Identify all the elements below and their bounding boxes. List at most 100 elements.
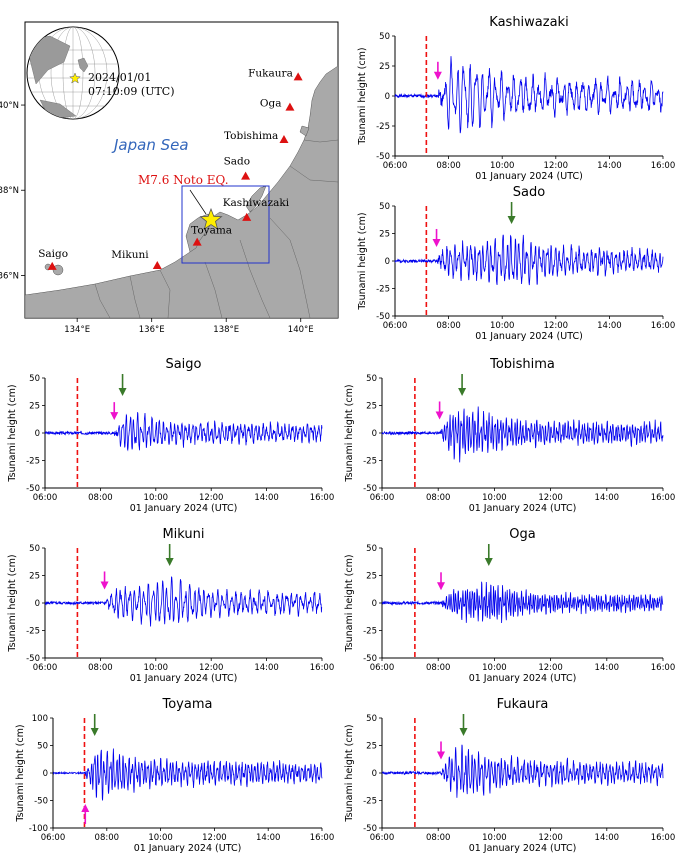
oki-island [52,264,64,276]
waveform-oga [381,581,664,624]
x-tick-label-toyama: 14:00 [256,833,281,843]
max-arrowhead-oga [484,558,493,566]
x-tick-label-saigo: 12:00 [199,493,224,503]
y-axis-label-tobishima: Tsunami height (cm) [344,384,355,482]
station-label-fukaura: Fukaura [248,67,293,79]
x-tick-label-saigo: 14:00 [254,493,279,503]
station-marker-fukaura [293,72,303,81]
y-tick-label-oga: -50 [363,654,377,664]
y-tick-label-kashiwazaki: -25 [376,122,390,132]
y-tick-label-saigo: 25 [29,402,40,412]
y-tick-label-saigo: 0 [35,429,40,439]
station-marker-tobishima [279,134,289,143]
max-arrowhead-fukaura [459,728,468,736]
x-tick-label-oga: 14:00 [595,663,620,673]
max-arrowhead-sado [507,216,516,224]
chart-saigo: Saigo -50 -25 0 25 50 06:00 08:00 10:00 12:00 14:0… [7,357,334,514]
chart-mikuni: Mikuni -50 -25 0 25 50 06:00 08:00 10:00 12:00 14:… [7,527,334,684]
waveform-sado [394,234,664,286]
waveform-kashiwazaki [394,56,664,134]
station-label-sado: Sado [224,156,251,168]
x-tick-label-toyama: 10:00 [148,833,173,843]
x-axis-label-toyama: 01 January 2024 (UTC) [134,843,242,854]
x-tick-label-mikuni: 14:00 [254,663,279,673]
lon-tick-label: 134°E [64,325,90,335]
station-marker-kashiwazaki [242,212,252,221]
chart-title-fukaura: Fukaura [497,697,549,712]
station-marker-saigo [47,261,57,270]
x-tick-label-fukaura: 16:00 [651,833,676,843]
y-tick-label-mikuni: -50 [26,654,40,664]
y-tick-label-mikuni: -25 [26,627,40,637]
station-marker-toyama [192,237,202,246]
y-axis-label-mikuni: Tsunami height (cm) [7,554,18,652]
y-tick-label-kashiwazaki: -50 [376,152,390,162]
chart-title-oga: Oga [509,527,535,542]
chart-title-kashiwazaki: Kashiwazaki [489,15,568,30]
x-tick-label-toyama: 06:00 [41,833,66,843]
globe-time: 07:10:09 (UTC) [88,85,175,98]
x-tick-label-kashiwazaki: 12:00 [544,161,569,171]
chart-toyama: Toyama -100 -50 0 50 100 06:00 08:00 10:00 12:00 1… [15,697,334,854]
waveform-tobishima [381,406,664,463]
x-tick-label-saigo: 08:00 [88,493,113,503]
y-tick-label-tobishima: 25 [366,402,377,412]
lon-tick-label: 140°E [288,325,314,335]
first-arrival-arrowhead-tobishima [435,411,444,420]
x-tick-label-sado: 14:00 [597,321,622,331]
station-label-oga: Oga [260,98,282,110]
x-tick-label-kashiwazaki: 08:00 [436,161,461,171]
x-axis-label-mikuni: 01 January 2024 (UTC) [130,673,238,684]
y-axis-label-oga: Tsunami height (cm) [344,554,355,652]
x-axis-label-saigo: 01 January 2024 (UTC) [130,503,238,514]
station-marker-oga [285,102,295,111]
y-tick-label-kashiwazaki: 0 [385,92,390,102]
y-tick-label-sado: 50 [379,202,390,212]
x-tick-label-toyama: 12:00 [202,833,227,843]
x-tick-label-saigo: 10:00 [144,493,169,503]
honshu-landmass [25,65,338,318]
x-tick-label-mikuni: 06:00 [33,663,58,673]
x-tick-label-tobishima: 14:00 [595,493,620,503]
first-arrival-arrowhead-fukaura [437,751,446,760]
chart-title-mikuni: Mikuni [162,527,204,542]
max-arrowhead-toyama [90,728,99,736]
y-tick-label-oga: -25 [363,627,377,637]
chart-fukaura: Fukaura -50 -25 0 25 50 06:00 08:00 10:00 12:00 14… [344,697,675,854]
lat-tick-label: 38°N [0,186,19,196]
chart-kashiwazaki: Kashiwazaki -50 -25 0 25 50 06:00 08:00 10:00 12:… [357,15,675,182]
x-tick-label-mikuni: 16:00 [310,663,335,673]
station-label-toyama: Toyama [191,225,232,237]
x-axis-label-sado: 01 January 2024 (UTC) [475,331,583,342]
y-tick-label-toyama: -50 [34,797,48,807]
map-stations: Fukaura Oga Tobishima Sado Kashiwazaki Toyama… [38,67,303,270]
y-tick-label-mikuni: 50 [29,544,40,554]
first-arrival-arrowhead-toyama [81,804,90,812]
y-tick-label-tobishima: -25 [363,457,377,467]
waveform-toyama [52,748,323,801]
y-tick-label-oga: 50 [366,544,377,554]
x-tick-label-tobishima: 08:00 [426,493,451,503]
y-tick-label-saigo: -25 [26,457,40,467]
y-tick-label-kashiwazaki: 25 [379,62,390,72]
y-tick-label-sado: 0 [385,257,390,267]
y-axis-label-kashiwazaki: Tsunami height (cm) [357,47,368,145]
y-tick-label-kashiwazaki: 50 [379,32,390,42]
station-marker-mikuni [152,261,162,270]
x-tick-label-sado: 12:00 [544,321,569,331]
y-axis-label-saigo: Tsunami height (cm) [7,384,18,482]
x-tick-label-oga: 08:00 [426,663,451,673]
x-tick-label-oga: 12:00 [538,663,563,673]
station-label-kashiwazaki: Kashiwazaki [223,197,290,209]
x-tick-label-oga: 10:00 [482,663,507,673]
first-arrival-arrowhead-kashiwazaki [433,71,442,80]
station-label-saigo: Saigo [38,248,68,260]
x-tick-label-tobishima: 10:00 [482,493,507,503]
prefecture-borders [94,139,338,318]
waveform-mikuni [44,576,323,627]
station-marker-sado [241,171,251,180]
x-tick-label-toyama: 08:00 [95,833,120,843]
x-axis-label-kashiwazaki: 01 January 2024 (UTC) [475,171,583,182]
x-tick-label-sado: 06:00 [383,321,408,331]
y-tick-label-fukaura: 0 [372,769,377,779]
